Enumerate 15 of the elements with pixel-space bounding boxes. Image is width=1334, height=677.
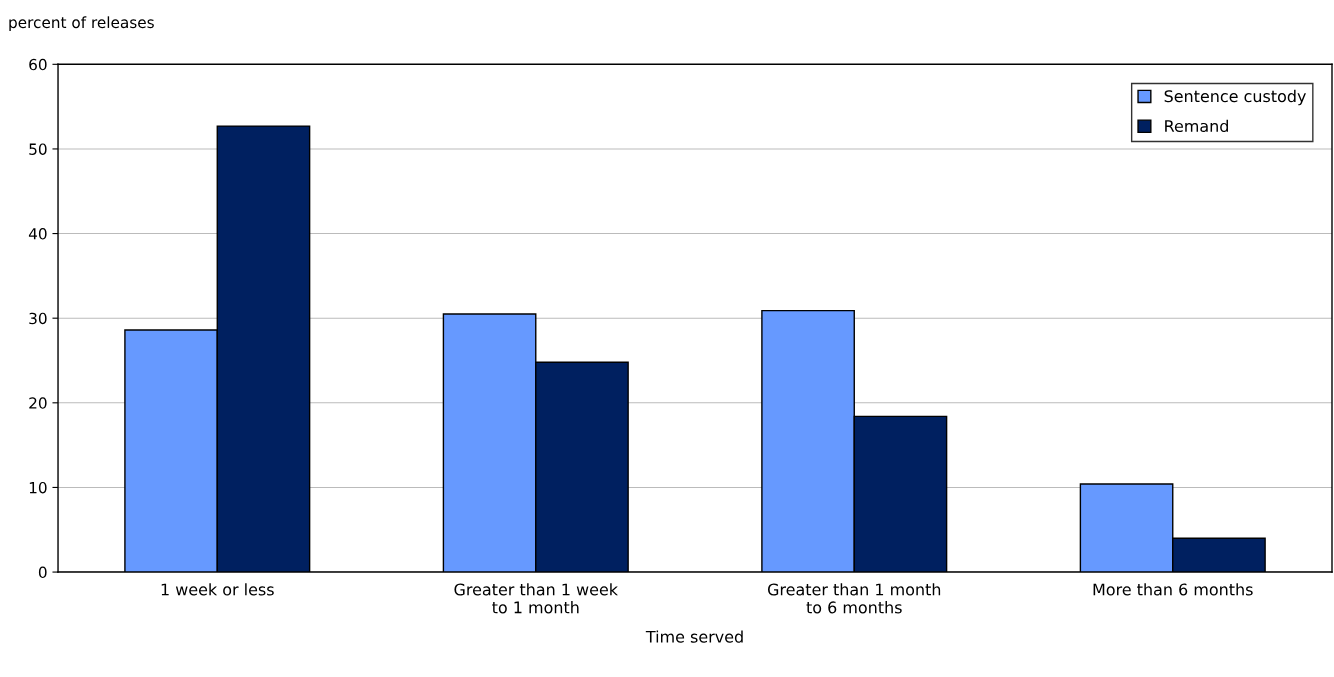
x-tick-label: 1 week or less bbox=[161, 583, 274, 596]
legend-label: Sentence custody bbox=[1164, 89, 1306, 106]
y-tick-label: 50 bbox=[29, 143, 47, 155]
y-tick-label: 40 bbox=[28, 228, 47, 240]
y-tick-label: 0 bbox=[38, 566, 47, 579]
x-axis-title: Time served bbox=[645, 630, 743, 643]
y-tick-label: 20 bbox=[29, 397, 47, 409]
y-tick-label: 30 bbox=[29, 312, 47, 325]
y-axis-title: percent of releases bbox=[9, 16, 154, 32]
legend-label: Remand bbox=[1165, 119, 1228, 133]
x-tick-label: Greater than 1 month to 6 months bbox=[767, 583, 941, 614]
x-tick-label: More than 6 months bbox=[1093, 583, 1253, 596]
x-tick-label: Greater than 1 week to 1 month bbox=[454, 583, 618, 614]
y-tick-label: 10 bbox=[29, 481, 47, 494]
y-tick-label: 60 bbox=[29, 58, 47, 71]
